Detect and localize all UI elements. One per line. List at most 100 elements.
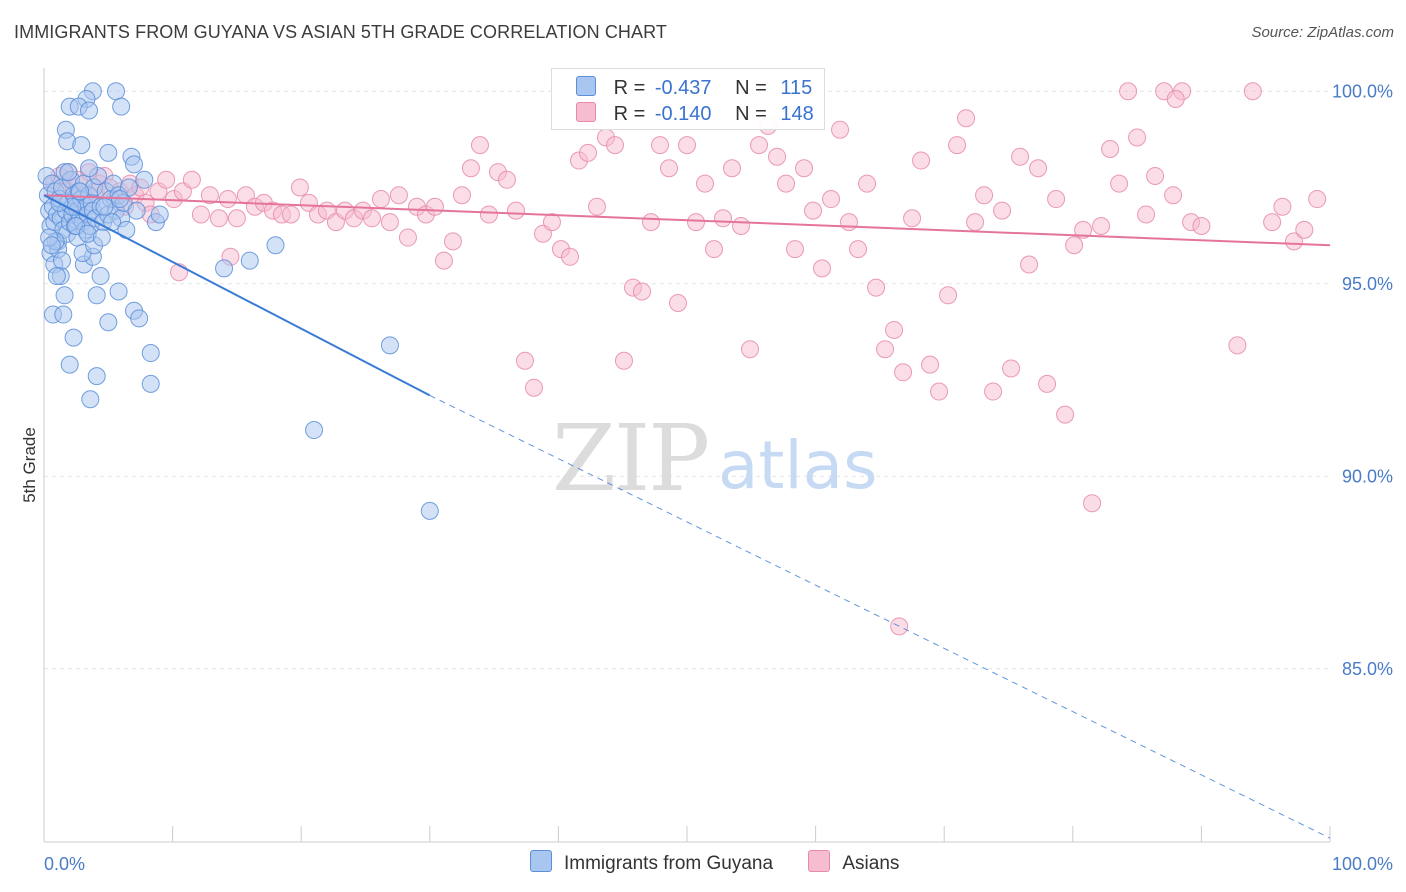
guyana-point [42,236,61,255]
asian-point [813,259,832,278]
trend-lines [43,194,1331,839]
guyana-points [37,82,439,520]
legend-r-value: -0.140 [654,103,712,125]
y-tick-label: 100.0% [1332,81,1393,101]
asian-point [668,294,687,312]
asian-point [434,251,453,270]
guyana-point [55,286,74,305]
asian-point [1110,174,1129,193]
asian-point [200,186,219,205]
asian-point [1295,220,1314,239]
asian-point [795,159,814,178]
asian-point [1092,217,1111,235]
legend-row-asian: R = -0.140 N = 148 [576,102,814,128]
guyana-point [127,201,146,220]
guyana-point [80,159,99,178]
asian-point [1284,232,1303,251]
legend-label-guyana: Immigrants from Guyana [564,853,774,874]
guyana-point [47,267,66,286]
asian-point [1065,236,1084,255]
asian-point [696,174,715,193]
asian-point [398,228,417,247]
guyana-point [112,97,131,116]
chart-title: IMMIGRANTS FROM GUYANA VS ASIAN 5TH GRAD… [14,22,667,42]
asian-point [786,240,805,259]
y-tick-label: 95.0% [1342,274,1393,294]
asian-point [515,351,534,370]
asian-point [804,201,823,220]
guyana-trend-line [43,194,431,397]
legend-r-value: -0.437 [654,77,712,99]
asian-point [1119,82,1138,101]
asian-point [452,186,471,205]
legend-n-value: 148 [780,103,814,125]
asian-point [227,209,246,228]
grid-lines [44,90,1330,670]
watermark-atlas: atlas [718,427,878,504]
asian-point [1038,374,1057,393]
asian-point [182,170,201,189]
guyana-point [135,170,154,189]
guyana-trend-extension [429,394,1331,839]
asian-point [975,186,994,205]
legend-item-guyana[interactable]: Immigrants from Guyana [530,850,773,875]
asian-point [894,363,913,382]
guyana-point [266,236,285,255]
asian-point [1308,190,1327,209]
asian-point [1146,166,1165,185]
asian-point [921,355,940,374]
asian-point [362,209,381,228]
legend-item-asian[interactable]: Asians [808,850,899,875]
legend-n-value: 115 [780,77,813,99]
asian-point [966,213,985,232]
asian-point [380,213,399,232]
legend-row-guyana: R = -0.437 N = 115 [576,76,812,102]
legend-swatch-guyana [576,76,596,96]
asian-point [281,205,300,224]
asian-point [678,136,696,155]
asian-point [957,109,976,128]
watermark: ZIP atlas [552,405,878,512]
correlation-legend: R = -0.437 N = 115 R = -0.140 N = 148 [551,68,825,130]
asian-point [890,617,909,636]
asian-point [1166,89,1185,108]
asian-point [867,278,886,297]
guyana-point [99,143,118,162]
asian-point [632,282,651,301]
guyana-point [141,344,160,363]
asian-point [822,190,841,209]
asian-trend-line [43,194,1331,247]
asian-point [768,147,787,166]
asian-point [948,136,967,155]
guyana-point [87,286,106,305]
asian-point [714,209,733,228]
asian-point [741,340,760,359]
asian-point [1011,147,1030,166]
asian-point [705,240,724,259]
x-tick-label: 0.0% [44,854,85,874]
legend-label-asian: Asians [842,853,900,874]
asian-point [497,170,516,189]
y-tick-label: 90.0% [1342,466,1393,486]
asian-point [885,320,904,339]
asian-point [524,378,543,397]
asian-point [858,174,877,193]
guyana-point [95,197,114,216]
asian-point [1192,217,1211,235]
guyana-point [380,336,399,355]
asian-point [479,205,498,224]
source-label[interactable]: Source: ZipAtlas.com [1251,24,1394,41]
asian-point [849,240,868,259]
guyana-point [305,421,324,440]
asian-point [939,286,958,305]
y-axis-label: 5th Grade [20,427,39,503]
asian-point [1056,405,1075,424]
asian-point [1029,159,1048,178]
asian-point [1083,494,1102,513]
asian-point [993,201,1012,220]
asian-point [542,213,561,232]
asian-point [750,136,769,155]
asian-point [1228,336,1247,355]
asian-point [650,136,669,155]
